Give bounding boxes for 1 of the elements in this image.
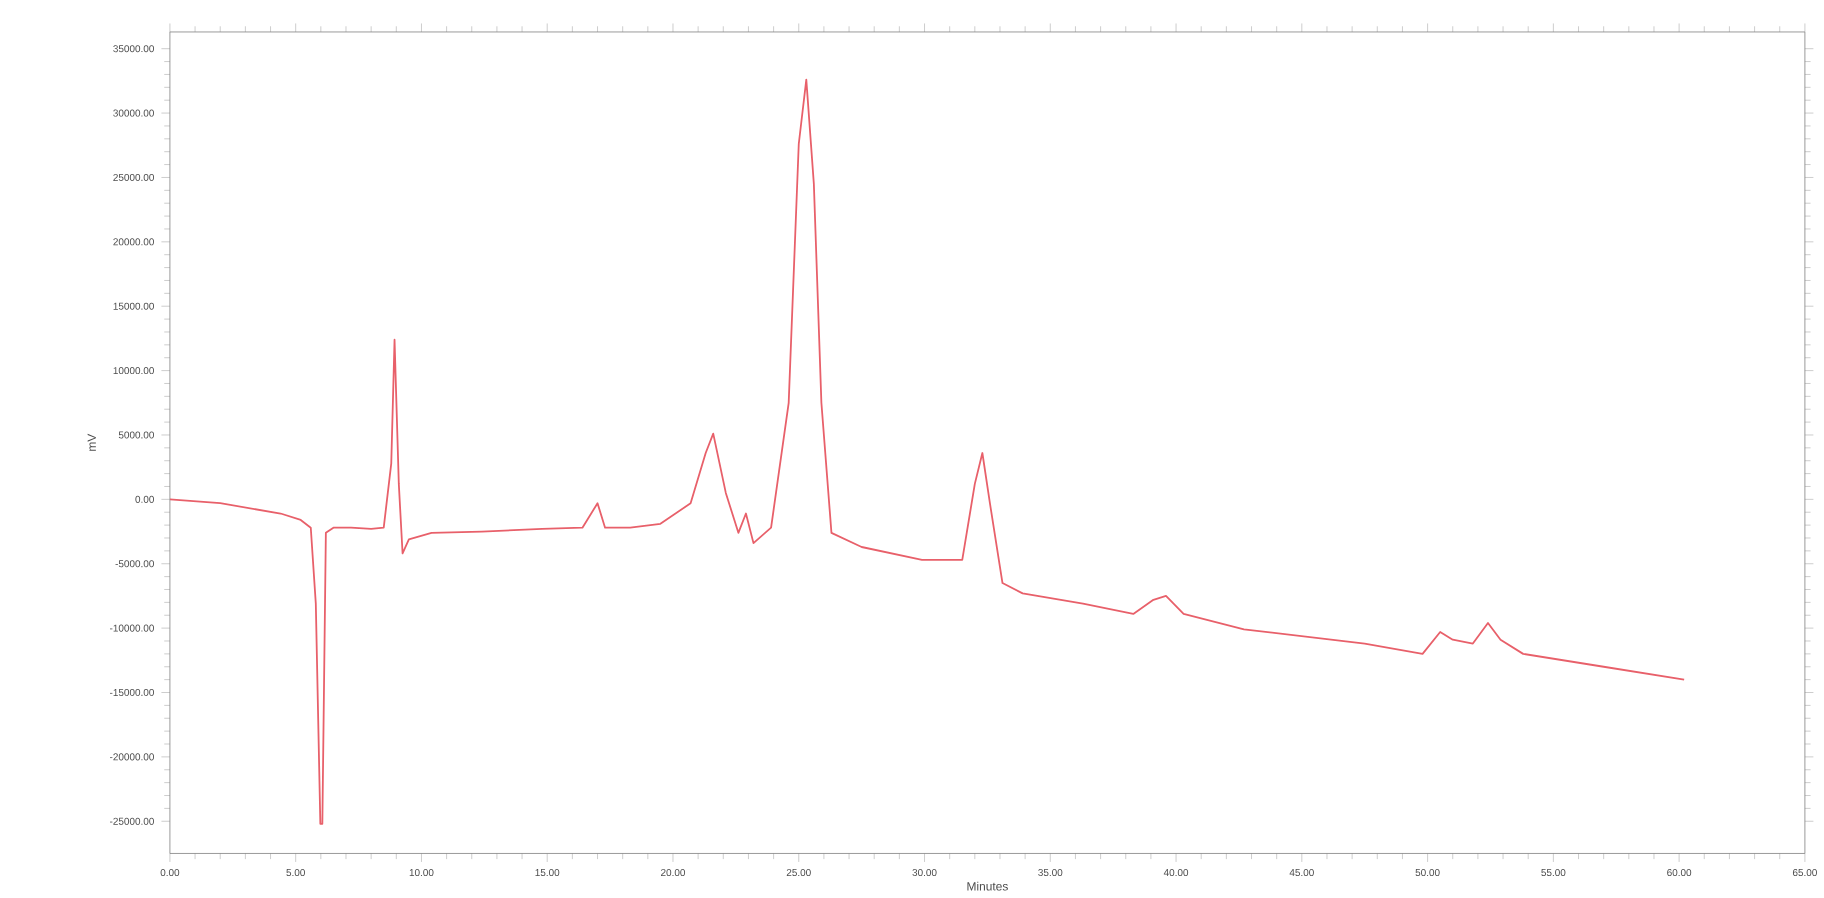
line-series	[169, 79, 1686, 826]
